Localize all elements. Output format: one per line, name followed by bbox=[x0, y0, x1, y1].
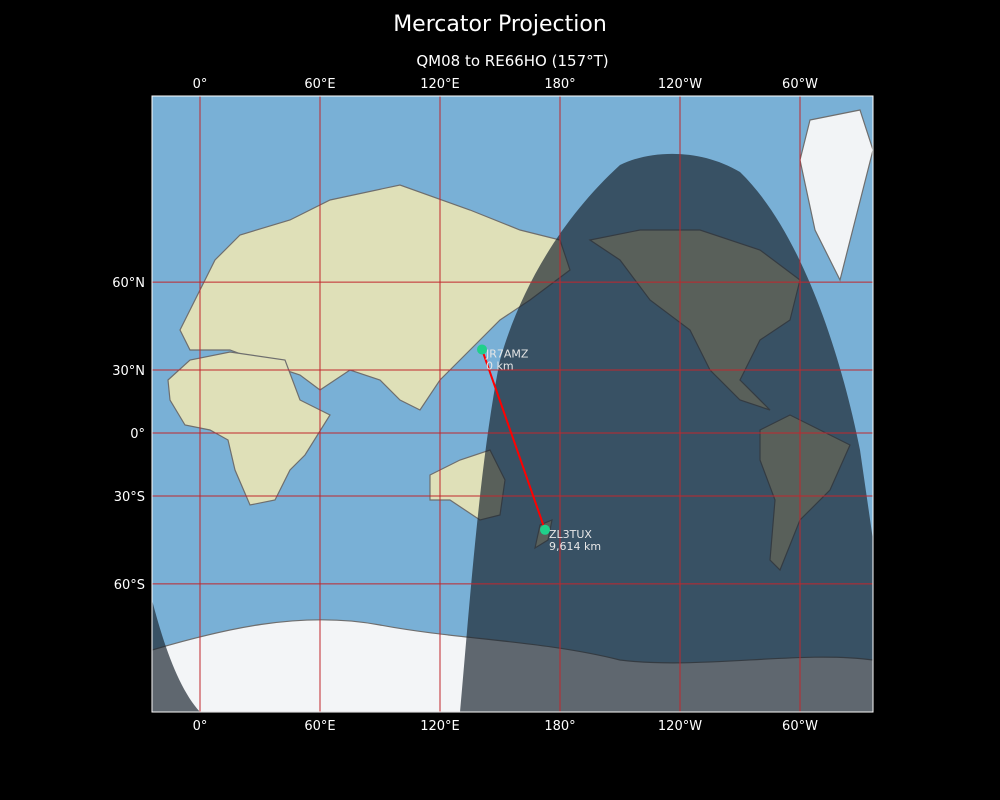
graticule bbox=[152, 96, 873, 712]
lon-tick-top: 120°E bbox=[420, 77, 460, 92]
land-eurasia bbox=[179, 184, 571, 411]
land-africa bbox=[167, 351, 331, 506]
map-frame bbox=[151, 95, 874, 713]
lon-tick-bottom: 180° bbox=[544, 719, 575, 734]
station-marker[interactable] bbox=[477, 344, 487, 355]
lon-tick-bottom: 0° bbox=[193, 719, 208, 734]
station-distance: 9,614 km bbox=[549, 540, 601, 553]
great-circle-path bbox=[481, 349, 546, 531]
map-subtitle: QM08 to RE66HO (157°T) bbox=[416, 52, 609, 70]
station-callsign: JR7AMZ bbox=[485, 347, 529, 360]
lon-tick-bottom: 120°E bbox=[420, 719, 460, 734]
lat-tick: 0° bbox=[130, 427, 145, 442]
station-marker[interactable] bbox=[540, 524, 550, 535]
lon-tick-bottom: 60°W bbox=[782, 719, 818, 734]
lon-tick-top: 60°E bbox=[304, 77, 335, 92]
lon-tick-bottom: 120°W bbox=[658, 719, 702, 734]
lat-tick: 60°N bbox=[112, 276, 145, 291]
lon-tick-top: 120°W bbox=[658, 77, 702, 92]
lon-tick-bottom: 60°E bbox=[304, 719, 335, 734]
lat-tick: 30°S bbox=[114, 490, 145, 505]
figure-title: Mercator Projection bbox=[393, 12, 607, 37]
lon-tick-top: 60°W bbox=[782, 77, 818, 92]
lat-tick: 30°N bbox=[112, 364, 145, 379]
lat-tick: 60°S bbox=[114, 578, 145, 593]
lon-tick-top: 0° bbox=[193, 77, 208, 92]
station-distance: 0 km bbox=[486, 359, 514, 372]
lon-tick-top: 180° bbox=[544, 77, 575, 92]
station-callsign: ZL3TUX bbox=[549, 528, 592, 541]
